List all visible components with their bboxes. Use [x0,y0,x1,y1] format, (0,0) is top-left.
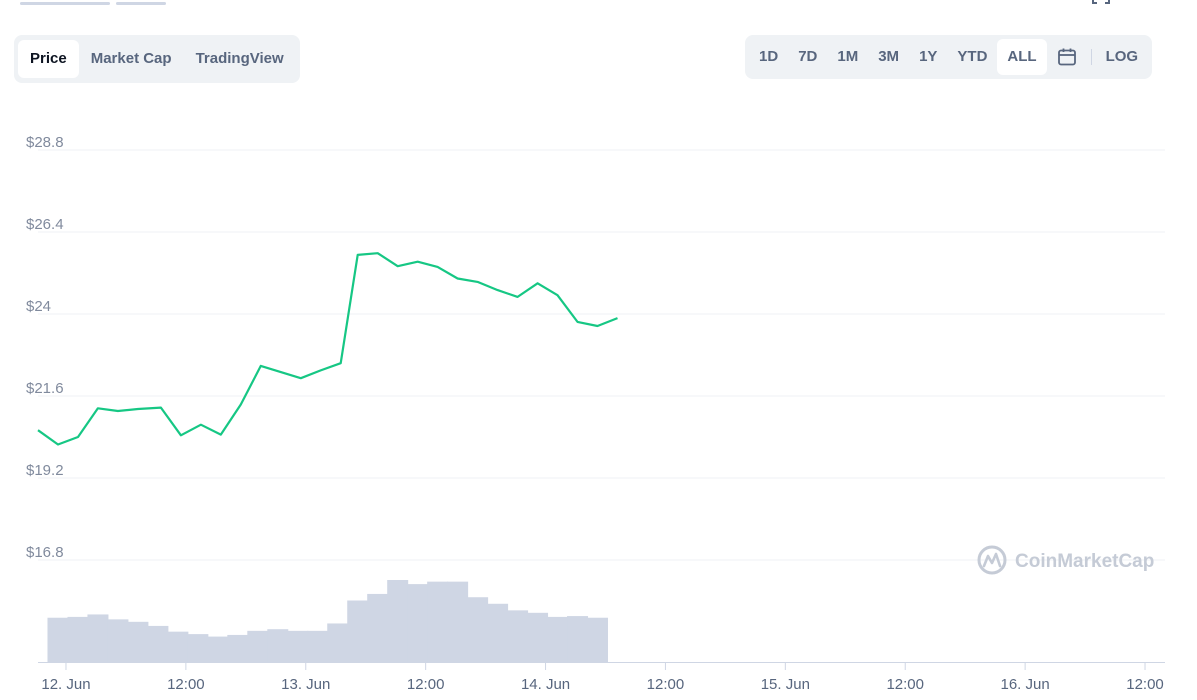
watermark: CoinMarketCap [977,545,1154,575]
volume-bar [327,623,349,662]
x-tick-label: 12. Jun [41,676,90,693]
volume-bars [47,580,609,662]
x-tick-label: 12:00 [167,676,205,693]
tab-price[interactable]: Price [18,40,79,78]
top-clipped-text [20,0,180,5]
volume-bar [187,634,209,662]
calendar-icon[interactable] [1047,39,1087,75]
volume-bar [207,636,229,662]
volume-bar [307,630,329,662]
range-7d[interactable]: 7D [798,48,818,65]
volume-bar [567,616,589,662]
volume-bar [447,581,469,662]
y-tick-label: $19.2 [26,462,64,479]
x-tick-label: 12:00 [647,676,685,693]
y-tick-label: $21.6 [26,380,64,397]
x-tick-label: 12:00 [886,676,924,693]
price-series [37,252,618,446]
volume-bar [467,597,489,662]
volume-bar [527,612,549,662]
grid-lines [38,149,1165,561]
x-axis: 12. Jun 12:00 13. Jun 12:00 14. Jun 12:00 15. … [38,662,1165,693]
tab-tradingview[interactable]: TradingView [195,50,284,67]
volume-bar [487,603,509,662]
volume-bar [507,610,529,662]
coinmarketcap-logo-icon [977,545,1007,575]
volume-bar [127,621,149,662]
range-all[interactable]: ALL [997,39,1047,75]
x-tick-label: 14. Jun [521,676,570,693]
volume-bar [387,580,409,662]
volume-bar [107,619,129,662]
x-tick-label: 12:00 [1126,676,1164,693]
volume-bar [247,630,269,662]
tab-market-cap[interactable]: Market Cap [90,50,172,67]
volume-bar [147,625,169,662]
volume-bar [367,593,389,662]
volume-bar [67,616,89,662]
volume-bar [587,617,609,662]
volume-bar [227,634,249,662]
volume-bar [427,581,449,662]
volume-bar [347,600,369,662]
x-tick-label: 12:00 [407,676,445,693]
range-ytd[interactable]: YTD [957,48,988,65]
range-1d[interactable]: 1D [759,48,779,65]
y-tick-label: $16.8 [26,544,64,561]
watermark-text: CoinMarketCap [1015,551,1154,572]
range-3m[interactable]: 3M [878,48,900,65]
x-tick-label: 13. Jun [281,676,330,693]
range-divider [1090,49,1092,65]
fullscreen-icon[interactable] [1092,0,1110,4]
x-tick-label: 15. Jun [761,676,810,693]
volume-bar [407,584,429,662]
y-tick-label: $28.8 [26,134,64,151]
volume-bar [47,617,69,662]
y-axis: $28.8 $26.4 $24 $21.6 $19.2 $16.8 [26,134,64,561]
range-selector: 1D 7D 1M 3M 1Y YTD ALL LOG [745,35,1153,79]
x-tick-label: 16. Jun [1001,676,1050,693]
log-scale-toggle[interactable]: LOG [1105,48,1139,65]
price-line [37,252,618,446]
volume-bar [287,630,309,662]
range-1m[interactable]: 1M [837,48,859,65]
range-1y[interactable]: 1Y [919,48,938,65]
chart-type-tabs: Price Market Cap TradingView [14,35,300,83]
y-tick-label: $24 [26,298,51,315]
volume-bar [547,616,569,662]
volume-bar [87,614,109,662]
volume-bar [167,631,189,662]
volume-bar [267,629,289,662]
y-tick-label: $26.4 [26,216,64,233]
